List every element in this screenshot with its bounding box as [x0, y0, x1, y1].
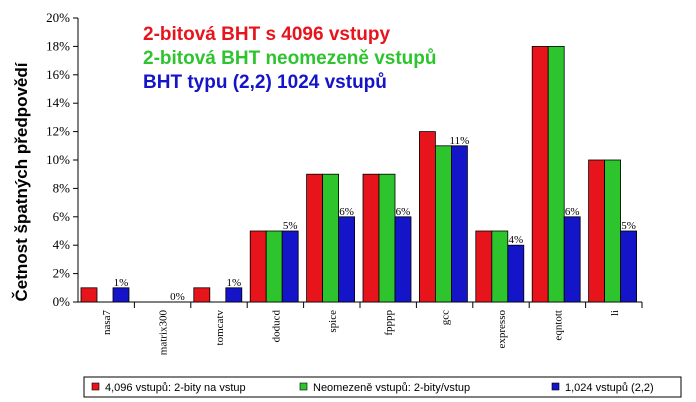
bar-nasa7-series-1 [80, 287, 98, 303]
y-tick-label: 16% [46, 67, 70, 82]
data-label-fpppp: 6% [396, 206, 411, 218]
legend-label-3: 1,024 vstupů (2,2) [565, 382, 654, 394]
x-tick-label: eqntott [552, 310, 564, 341]
legend-swatch-2 [299, 382, 308, 391]
bar-gcc-series-2 [434, 145, 452, 303]
x-tick-label: expresso [496, 310, 508, 349]
bar-fpppp-series-3 [394, 216, 412, 303]
data-label-doducd: 5% [283, 220, 298, 232]
data-label-gcc: 11% [450, 135, 470, 147]
bar-li-series-1 [588, 159, 605, 303]
y-tick-label: 12% [46, 124, 70, 139]
y-tick-label: 20% [46, 10, 70, 25]
legend-label-1: 4,096 vstupů: 2-bity na vstup [105, 382, 246, 394]
y-axis-label: Četnost špatných předpovědí [12, 61, 31, 301]
bar-expresso-series-3 [507, 244, 525, 303]
legend-swatch-3 [551, 382, 560, 391]
bar-eqntott-series-1 [531, 46, 549, 303]
bar-li-series-2 [604, 159, 621, 303]
x-tick-label: fpppp [383, 310, 395, 336]
y-tick-label: 10% [46, 152, 70, 167]
x-tick-label: nasa7 [101, 310, 113, 336]
y-tick-label: 2% [53, 266, 71, 281]
data-label-tomcatv: 1% [226, 277, 241, 289]
bars [80, 46, 637, 303]
y-tick-label: 4% [53, 237, 71, 252]
data-label-spice: 6% [339, 206, 354, 218]
bar-fpppp-series-1 [362, 173, 380, 303]
bar-tomcatv-series-1 [193, 287, 211, 303]
bar-tomcatv-series-3 [225, 287, 243, 303]
bar-gcc-series-3 [450, 145, 468, 303]
y-tick-label: 14% [46, 95, 70, 110]
legend-label-2: Neomezeně vstupů: 2-bity/vstup [313, 382, 470, 394]
y-tick-label: 0% [53, 294, 71, 309]
data-label-matrix300: 0% [170, 291, 185, 303]
x-tick-label: li [609, 310, 621, 316]
legend-box [83, 376, 682, 398]
x-tick-label: spice [327, 310, 339, 333]
bar-spice-series-1 [306, 173, 324, 303]
title-line-2: 2-bitová BHT neomezeně vstupů [143, 48, 437, 69]
bar-doducd-series-2 [265, 230, 283, 303]
legend-swatch-1 [91, 382, 100, 391]
bar-doducd-series-3 [281, 230, 299, 303]
x-tick-label: matrix300 [158, 310, 170, 356]
data-label-li: 5% [621, 220, 636, 232]
bar-fpppp-series-2 [378, 173, 396, 303]
x-tick-label: gcc [440, 310, 452, 325]
bar-eqntott-series-3 [563, 216, 581, 303]
bar-gcc-series-1 [418, 131, 436, 303]
x-axis: nasa7 matrix300 tomcatv doducd spice fpppp gcc… [78, 301, 643, 356]
bar-li-series-3 [620, 230, 637, 303]
data-label-nasa7: 1% [114, 277, 129, 289]
title-line-3: BHT typu (2,2) 1024 vstupů [143, 72, 387, 93]
chart-title: 2-bitová BHT s 4096 vstupy 2-bitová BHT n… [143, 24, 437, 93]
x-tick-label: doducd [270, 310, 282, 343]
y-axis: 0% 2% 4% 6% 8% 10% 12% 14% 16% 18% 20% [46, 10, 79, 309]
bar-eqntott-series-2 [547, 46, 565, 303]
x-tick-label: tomcatv [214, 310, 226, 346]
bar-spice-series-3 [338, 216, 356, 303]
bar-nasa7-series-3 [112, 287, 130, 303]
bar-doducd-series-1 [249, 230, 267, 303]
bar-expresso-series-2 [491, 230, 509, 303]
data-label-expresso: 4% [508, 234, 523, 246]
y-tick-label: 18% [46, 38, 70, 53]
y-tick-label: 8% [53, 180, 71, 195]
data-labels: 1% 0% 1% 5% 6% 6% 11% 4% 6% 5% [114, 135, 636, 303]
legend: 4,096 vstupů: 2-bity na vstup Neomezeně v… [83, 376, 682, 398]
data-label-eqntott: 6% [565, 206, 580, 218]
title-line-1: 2-bitová BHT s 4096 vstupy [143, 24, 391, 45]
bar-spice-series-2 [322, 173, 340, 303]
bar-expresso-series-1 [475, 230, 493, 303]
y-tick-label: 6% [53, 209, 71, 224]
